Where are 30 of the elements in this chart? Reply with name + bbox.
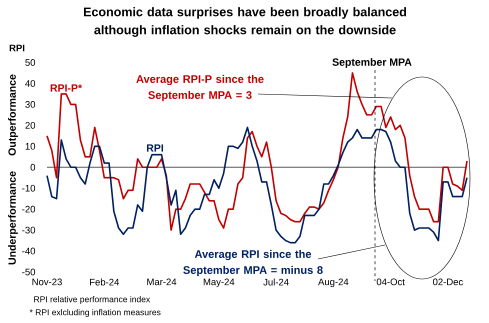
y-axis-title: RPI: [10, 44, 24, 52]
text: * RPI exlcluding inflation measures: [30, 309, 161, 317]
y-tick-label: -40: [22, 248, 36, 254]
x-tick-label: Mar-24: [147, 278, 176, 286]
x-tick-label: 02-Dec: [432, 278, 463, 286]
y-tick-label: -30: [22, 226, 36, 234]
x-tick-label: 04-Oct: [376, 278, 405, 286]
y-tick-label: -50: [22, 268, 36, 276]
x-tick-label: Aug-24: [318, 278, 348, 288]
chart-title: Economic data surprises have been broadly balanced although inflation shocks remain on the downside: [84, 7, 406, 37]
text: RPI relative performance index: [34, 296, 150, 304]
annotation: September MPA: [332, 58, 412, 68]
text: Underperformance: [8, 171, 18, 264]
y-tick-label: 30: [25, 101, 36, 108]
y-tick-label: 0: [30, 164, 36, 171]
x-tick-label: Nov-23: [32, 278, 62, 286]
y-tick-label: -20: [22, 206, 36, 213]
y-tick-label: 10: [26, 142, 36, 150]
y-tick-label: 20: [25, 122, 36, 129]
x-tick-label: May-24: [204, 278, 234, 288]
x-tick-label: Feb-24: [90, 278, 120, 286]
x-tick-label: Jul-24: [263, 278, 289, 286]
series-label: RPI: [146, 144, 164, 152]
annotation: Average RPI-P since the September MPA = 3: [136, 74, 264, 102]
text: Outperformance: [8, 74, 18, 156]
series-label: RPI-P*: [50, 84, 82, 92]
y-tick-label: 50: [25, 59, 36, 66]
y-tick-label: -10: [22, 184, 36, 192]
y-tick-label: 40: [25, 80, 36, 87]
annotation: Average RPI since the September MPA = minus 8: [183, 250, 323, 276]
